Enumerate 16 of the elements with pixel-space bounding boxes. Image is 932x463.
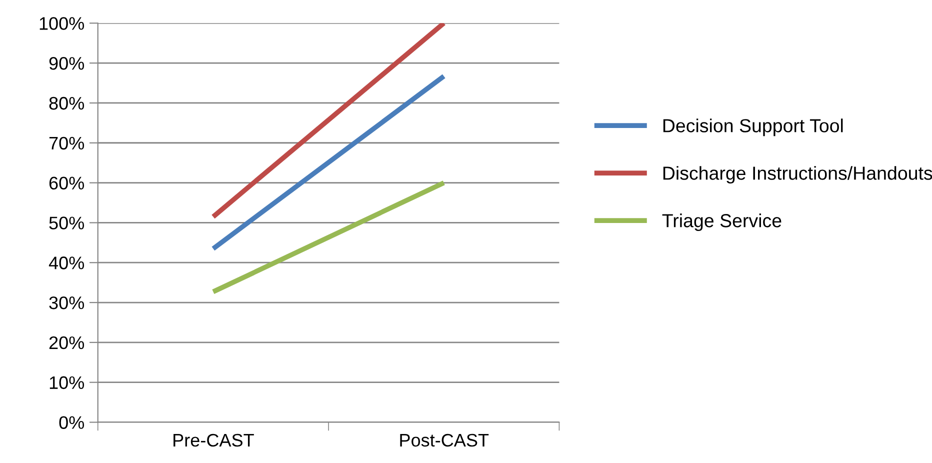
y-tick-label: 90% (49, 56, 84, 70)
y-tick-label: 10% (50, 376, 84, 390)
y-tick-label: 30% (49, 296, 84, 310)
y-tick-label: 50% (49, 216, 84, 230)
x-tick-label: Pre-CAST (174, 434, 254, 447)
legend-label: Discharge Instructions/Handouts (663, 166, 932, 184)
y-tick-label: 100% (40, 17, 84, 30)
y-tick-label: 70% (49, 136, 84, 150)
y-tick-label: 40% (48, 256, 84, 270)
y-tick-label: 80% (49, 96, 84, 110)
y-tick-label: 20% (49, 336, 84, 350)
legend-label: Triage Service (662, 214, 782, 232)
y-tick-label: 0% (59, 416, 84, 429)
legend-label: Decision Support Tool (663, 118, 843, 136)
y-tick-label: 60% (49, 176, 84, 190)
x-tick-label: Post-CAST (400, 434, 489, 447)
